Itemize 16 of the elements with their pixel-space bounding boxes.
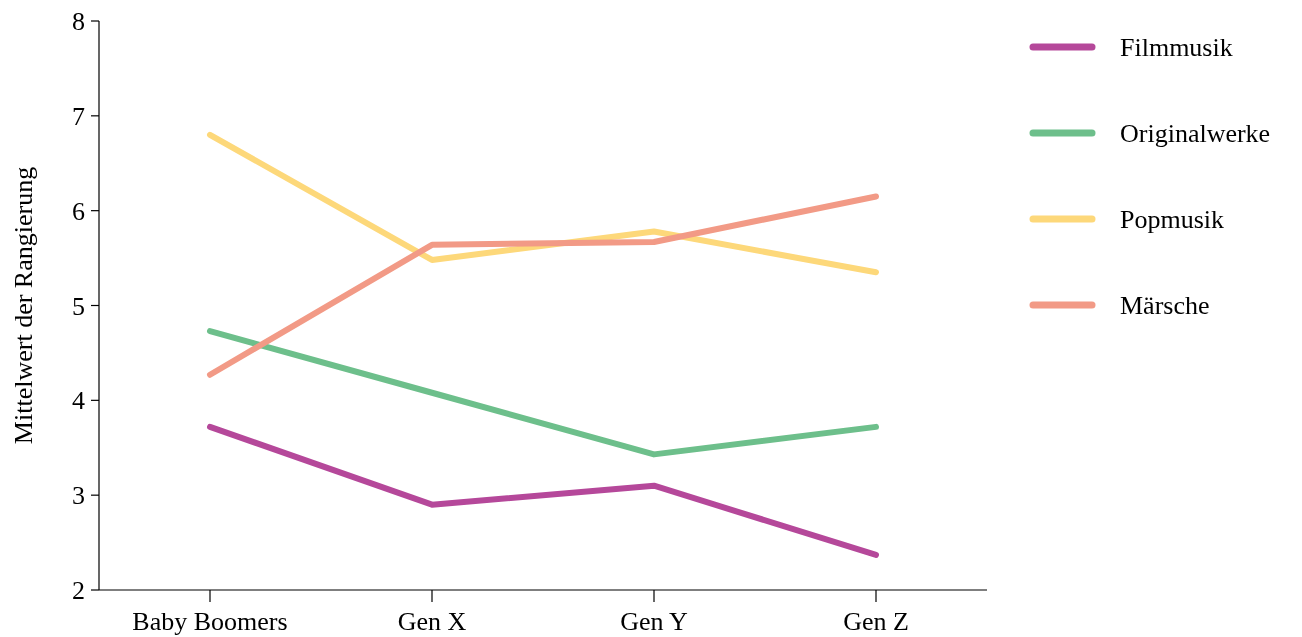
legend-label: Märsche bbox=[1120, 291, 1210, 321]
y-tick-label: 3 bbox=[72, 481, 85, 511]
x-tick-label: Gen Y bbox=[620, 607, 689, 636]
y-tick-label: 8 bbox=[72, 7, 85, 37]
legend-label: Originalwerke bbox=[1120, 119, 1271, 149]
x-tick-label: Gen Z bbox=[843, 607, 909, 636]
y-tick-label: 5 bbox=[72, 291, 85, 321]
y-tick-label: 4 bbox=[72, 386, 85, 416]
y-axis-title: Mittelwert der Rangierung bbox=[9, 166, 38, 445]
legend-label: Filmmusik bbox=[1120, 33, 1233, 63]
x-tick-label: Gen X bbox=[397, 607, 467, 636]
y-tick-label: 7 bbox=[72, 101, 85, 131]
x-tick-label: Baby Boomers bbox=[132, 607, 288, 636]
y-tick-label: 6 bbox=[72, 196, 85, 226]
y-tick-label: 2 bbox=[72, 576, 85, 606]
legend-label: Popmusik bbox=[1120, 205, 1225, 235]
